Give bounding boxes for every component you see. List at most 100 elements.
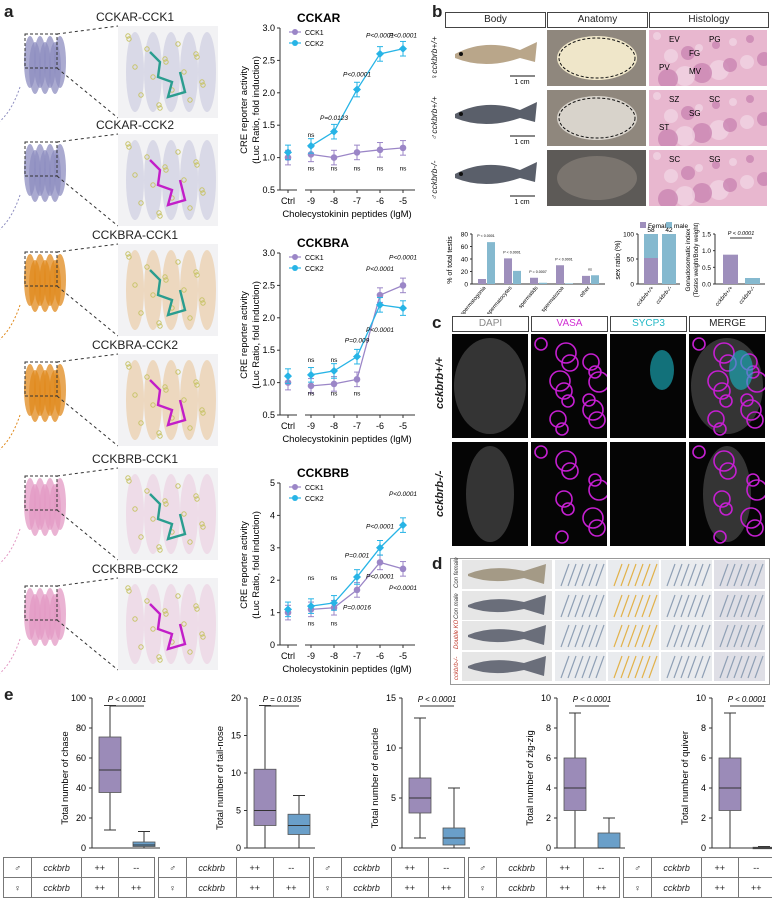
fin-ray [627, 594, 637, 617]
genotype-value: -- [427, 857, 466, 878]
fin-ray [687, 563, 697, 587]
fin-svg [613, 624, 658, 648]
fin-ray [620, 594, 630, 617]
residue-mark [156, 102, 162, 108]
residue-mark [157, 213, 163, 219]
y-tick-label: 0 [546, 843, 551, 853]
residue-mark [163, 501, 169, 507]
data-point-cck1 [353, 149, 361, 156]
y-tick-label: 1.5 [262, 120, 275, 130]
genotype-value: ++ [81, 877, 119, 898]
fin-ray [747, 624, 757, 648]
stat-annotation: P<0.0001 [389, 254, 417, 261]
structure-title: CCKBRB-CCK2 [91, 562, 178, 576]
tissue-cell [712, 41, 720, 49]
fin-svg [613, 655, 658, 678]
stat-annotation: P<0.0001 [389, 33, 417, 40]
residue-mark [126, 254, 132, 260]
x-tick-label: -6 [376, 651, 384, 661]
y-tick-label: 0 [81, 843, 86, 853]
anatomy-photo [547, 30, 646, 86]
vasa-signal [707, 410, 725, 428]
fin-svg [666, 655, 711, 678]
y-tick-label: 10 [541, 693, 551, 703]
x-category-label: other [579, 285, 592, 299]
inset-helix [144, 140, 162, 220]
genotype-value: ++ [546, 857, 584, 878]
stat-annotation: P<0.0001 [389, 491, 417, 498]
zoom-inset-bg [118, 354, 218, 446]
bar-female [644, 258, 658, 284]
genotype-row-female: ♀ cckbrb ++ ++ [622, 877, 772, 898]
stat-annotation: ns [308, 357, 316, 364]
fluorescence-svg [466, 446, 514, 542]
x-category-label: spermatids [518, 285, 540, 310]
y-tick-label: 0 [701, 843, 706, 853]
y-tick-label: 100 [623, 232, 634, 239]
y-tick-label: 10 [231, 768, 241, 778]
fluorescence-svg [650, 350, 674, 390]
fin-ray [634, 594, 644, 617]
data-point-cck1 [330, 154, 338, 161]
histology-label: SG [689, 109, 701, 118]
y-tick-label: 2.5 [262, 280, 275, 290]
panel-c-row-label: cckbrb+/+ [434, 357, 446, 409]
zoom-inset-bg [118, 134, 218, 226]
legend-marker [292, 254, 298, 260]
y-tick-label: 10 [386, 743, 396, 753]
residue-mark [187, 205, 193, 211]
x-axis-label: Cholecystokinin peptides (lgM) [282, 434, 411, 445]
zoom-line [56, 67, 119, 119]
dapi-signal [466, 446, 514, 542]
y-tick-label: 60 [461, 244, 469, 251]
residue-mark [181, 69, 187, 75]
fin-photo [608, 621, 659, 650]
anatomy-photo [547, 150, 646, 206]
tissue-cell [681, 46, 695, 60]
y-tick-label: 15 [386, 693, 396, 703]
y-tick-label: 5 [236, 806, 241, 816]
legend-label: CCK2 [305, 41, 324, 48]
y-tick-label: 4 [546, 783, 551, 793]
y-axis-label: CRE reporter activity [239, 66, 250, 154]
fin-photo [608, 590, 659, 620]
residue-mark [194, 496, 200, 502]
fluorescence-image [452, 442, 528, 546]
fin-ray [740, 594, 750, 617]
fin-photo [555, 651, 606, 681]
fin-ray [726, 655, 736, 678]
fin-ray [666, 563, 676, 587]
tissue-cell [681, 106, 695, 120]
residue-mark [132, 506, 138, 512]
bar-male [644, 234, 658, 258]
vasa-signal [740, 393, 754, 407]
residue-mark [125, 475, 131, 481]
x-category-label: cckbrb+/+ [635, 285, 656, 308]
tissue-cell [695, 44, 703, 52]
residue-mark [150, 626, 156, 632]
vasa-signal [555, 530, 569, 544]
residue-mark [175, 483, 181, 489]
y-axis-label-2: (Luc Ratio, fold induction) [251, 281, 262, 389]
y-tick-label: 50 [627, 257, 635, 264]
residue-mark [200, 410, 206, 416]
tissue-cell [664, 109, 678, 123]
scale-bar-label: 1 cm [514, 139, 529, 146]
residue-mark [156, 544, 162, 550]
residue-mark [194, 162, 200, 168]
fin-ray [733, 655, 743, 678]
residue-mark [138, 420, 144, 426]
fish-svg [468, 625, 546, 645]
genotype-value: ++ [272, 877, 311, 898]
gene-name: cckbrb [496, 857, 548, 878]
vasa-signal [713, 422, 727, 436]
residue-mark [162, 384, 168, 390]
line-chart-cckbra: CCKBRA 0.5 1.0 1.5 2.0 2.5 3.0 Ctrl -9 -8 -7 -6 -5 Ch… [239, 236, 417, 445]
histology-label: MV [689, 67, 702, 76]
residue-mark [200, 634, 206, 640]
inset-helix [180, 474, 198, 554]
residue-mark [144, 598, 150, 604]
y-tick-label: 0 [236, 843, 241, 853]
residue-mark [150, 402, 156, 408]
vasa-signal [692, 337, 706, 351]
